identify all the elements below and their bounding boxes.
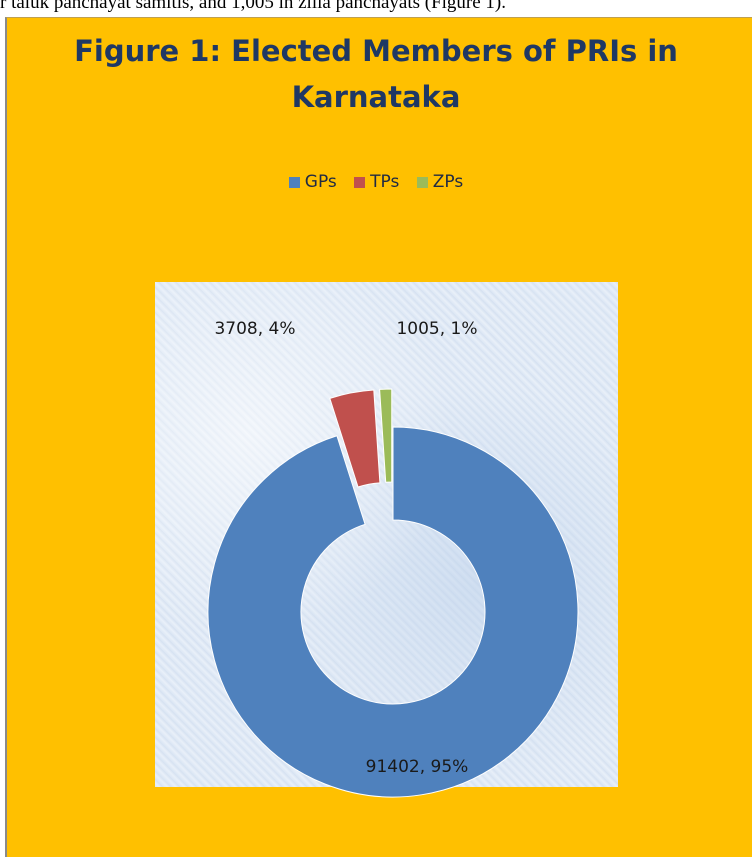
legend-item-zps: ZPs (416, 172, 464, 192)
legend-swatch-zps (416, 176, 428, 188)
chart-title-line-2: Karnataka (291, 80, 461, 114)
slice-zps (379, 388, 393, 483)
data-label-zps: 1005, 1% (396, 319, 477, 339)
legend-label-zps: ZPs (432, 172, 464, 192)
slice-gps (207, 426, 579, 798)
data-label-gps: 91402, 95% (366, 757, 469, 777)
slice-tps (329, 389, 381, 488)
legend-item-tps: TPs (354, 172, 399, 192)
legend-label-gps: GPs (304, 172, 337, 192)
legend-swatch-tps (354, 176, 366, 188)
chart-title-line-1: Figure 1: Elected Members of PRIs in (74, 34, 678, 68)
legend-item-gps: GPs (288, 172, 337, 192)
legend-label-tps: TPs (370, 172, 400, 192)
chart-legend: GPs TPs ZPs (0, 172, 752, 193)
data-label-tps: 3708, 4% (214, 319, 295, 339)
intro-text: r taluk panchayat samitis, and 1,005 in … (0, 0, 506, 13)
legend-swatch-gps (288, 176, 300, 188)
chart-title: Figure 1: Elected Members of PRIs in Kar… (0, 28, 752, 120)
